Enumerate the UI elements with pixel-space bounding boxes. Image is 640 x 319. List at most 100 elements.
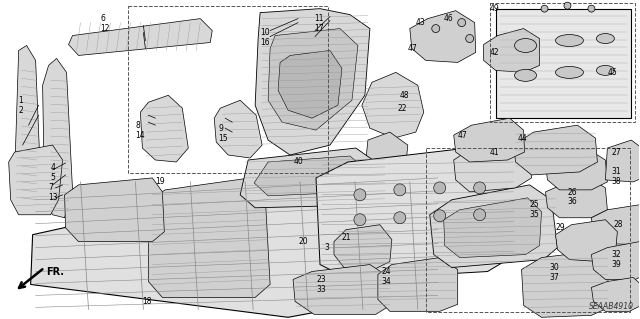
Text: 42: 42	[490, 48, 499, 57]
Text: 3: 3	[324, 243, 329, 252]
Polygon shape	[293, 264, 392, 314]
Text: 43: 43	[416, 18, 426, 27]
Text: 17: 17	[314, 24, 324, 33]
Text: SEAAB4910: SEAAB4910	[589, 302, 634, 311]
Text: 26: 26	[568, 188, 577, 197]
Text: 27: 27	[611, 147, 621, 157]
Circle shape	[474, 209, 486, 221]
Text: 16: 16	[260, 38, 269, 47]
Polygon shape	[513, 125, 597, 175]
Polygon shape	[522, 252, 609, 317]
Text: 7: 7	[49, 183, 54, 192]
Polygon shape	[268, 29, 358, 130]
Text: 12: 12	[100, 24, 110, 33]
Polygon shape	[68, 19, 212, 56]
Circle shape	[564, 2, 571, 9]
Text: 47: 47	[408, 44, 417, 53]
Circle shape	[434, 182, 445, 194]
Text: 9: 9	[218, 124, 223, 133]
Polygon shape	[591, 278, 640, 311]
Polygon shape	[605, 140, 640, 182]
Ellipse shape	[596, 33, 614, 43]
Text: 28: 28	[613, 220, 623, 229]
Text: 8: 8	[136, 121, 140, 130]
Text: 48: 48	[400, 91, 410, 100]
Circle shape	[394, 184, 406, 196]
Polygon shape	[366, 132, 408, 170]
Text: 25: 25	[529, 200, 539, 209]
Text: 13: 13	[49, 193, 58, 202]
Polygon shape	[454, 118, 525, 162]
Text: 24: 24	[382, 267, 392, 276]
Text: 1: 1	[19, 96, 24, 105]
Polygon shape	[15, 46, 40, 210]
Polygon shape	[334, 225, 392, 270]
Circle shape	[588, 5, 595, 12]
Text: 11: 11	[314, 14, 323, 23]
Polygon shape	[454, 140, 532, 192]
Text: 37: 37	[550, 273, 559, 282]
Ellipse shape	[596, 65, 614, 75]
Text: 46: 46	[444, 14, 454, 23]
Polygon shape	[378, 257, 458, 311]
Polygon shape	[545, 178, 607, 218]
Text: 35: 35	[529, 210, 540, 219]
Text: 14: 14	[136, 130, 145, 140]
Bar	[129, 6, 328, 173]
Text: 34: 34	[382, 277, 392, 286]
Bar	[490, 3, 636, 122]
Text: 2: 2	[19, 106, 24, 115]
Circle shape	[394, 212, 406, 224]
Polygon shape	[484, 29, 540, 72]
Ellipse shape	[515, 39, 536, 52]
Text: 6: 6	[100, 14, 106, 23]
Text: 44: 44	[518, 134, 527, 143]
Text: 18: 18	[142, 297, 152, 306]
Ellipse shape	[556, 66, 584, 78]
Polygon shape	[410, 11, 476, 63]
Polygon shape	[545, 150, 607, 190]
Polygon shape	[9, 145, 63, 215]
Text: 10: 10	[260, 28, 269, 37]
Text: 19: 19	[156, 177, 165, 186]
Polygon shape	[31, 178, 440, 317]
Circle shape	[466, 34, 474, 42]
Polygon shape	[495, 9, 631, 118]
Text: 31: 31	[611, 167, 621, 176]
Polygon shape	[430, 185, 557, 268]
Circle shape	[474, 182, 486, 194]
Text: 45: 45	[607, 68, 617, 77]
Text: 40: 40	[294, 158, 304, 167]
Text: 15: 15	[218, 134, 228, 143]
Circle shape	[434, 210, 445, 222]
Circle shape	[432, 25, 440, 33]
Text: 39: 39	[611, 260, 621, 269]
Text: 20: 20	[298, 237, 308, 246]
Polygon shape	[148, 178, 270, 297]
Polygon shape	[556, 220, 618, 262]
Polygon shape	[362, 72, 424, 138]
Text: 41: 41	[490, 147, 499, 157]
Polygon shape	[591, 241, 640, 279]
Text: 5: 5	[51, 174, 56, 182]
Polygon shape	[591, 205, 640, 245]
Text: 49: 49	[490, 4, 499, 13]
Polygon shape	[316, 148, 516, 279]
Polygon shape	[254, 156, 364, 196]
Polygon shape	[65, 178, 164, 241]
Polygon shape	[444, 198, 541, 257]
Text: 22: 22	[398, 104, 407, 113]
Text: 30: 30	[550, 263, 559, 272]
Polygon shape	[140, 95, 188, 162]
Text: 21: 21	[342, 233, 351, 242]
Text: 32: 32	[611, 250, 621, 259]
Text: 38: 38	[611, 177, 621, 186]
Circle shape	[458, 19, 466, 26]
Bar	[426, 148, 630, 312]
Polygon shape	[214, 100, 262, 158]
Ellipse shape	[515, 70, 536, 81]
Text: 4: 4	[51, 163, 56, 173]
Polygon shape	[43, 58, 72, 218]
Text: 33: 33	[316, 285, 326, 294]
Circle shape	[541, 5, 548, 12]
